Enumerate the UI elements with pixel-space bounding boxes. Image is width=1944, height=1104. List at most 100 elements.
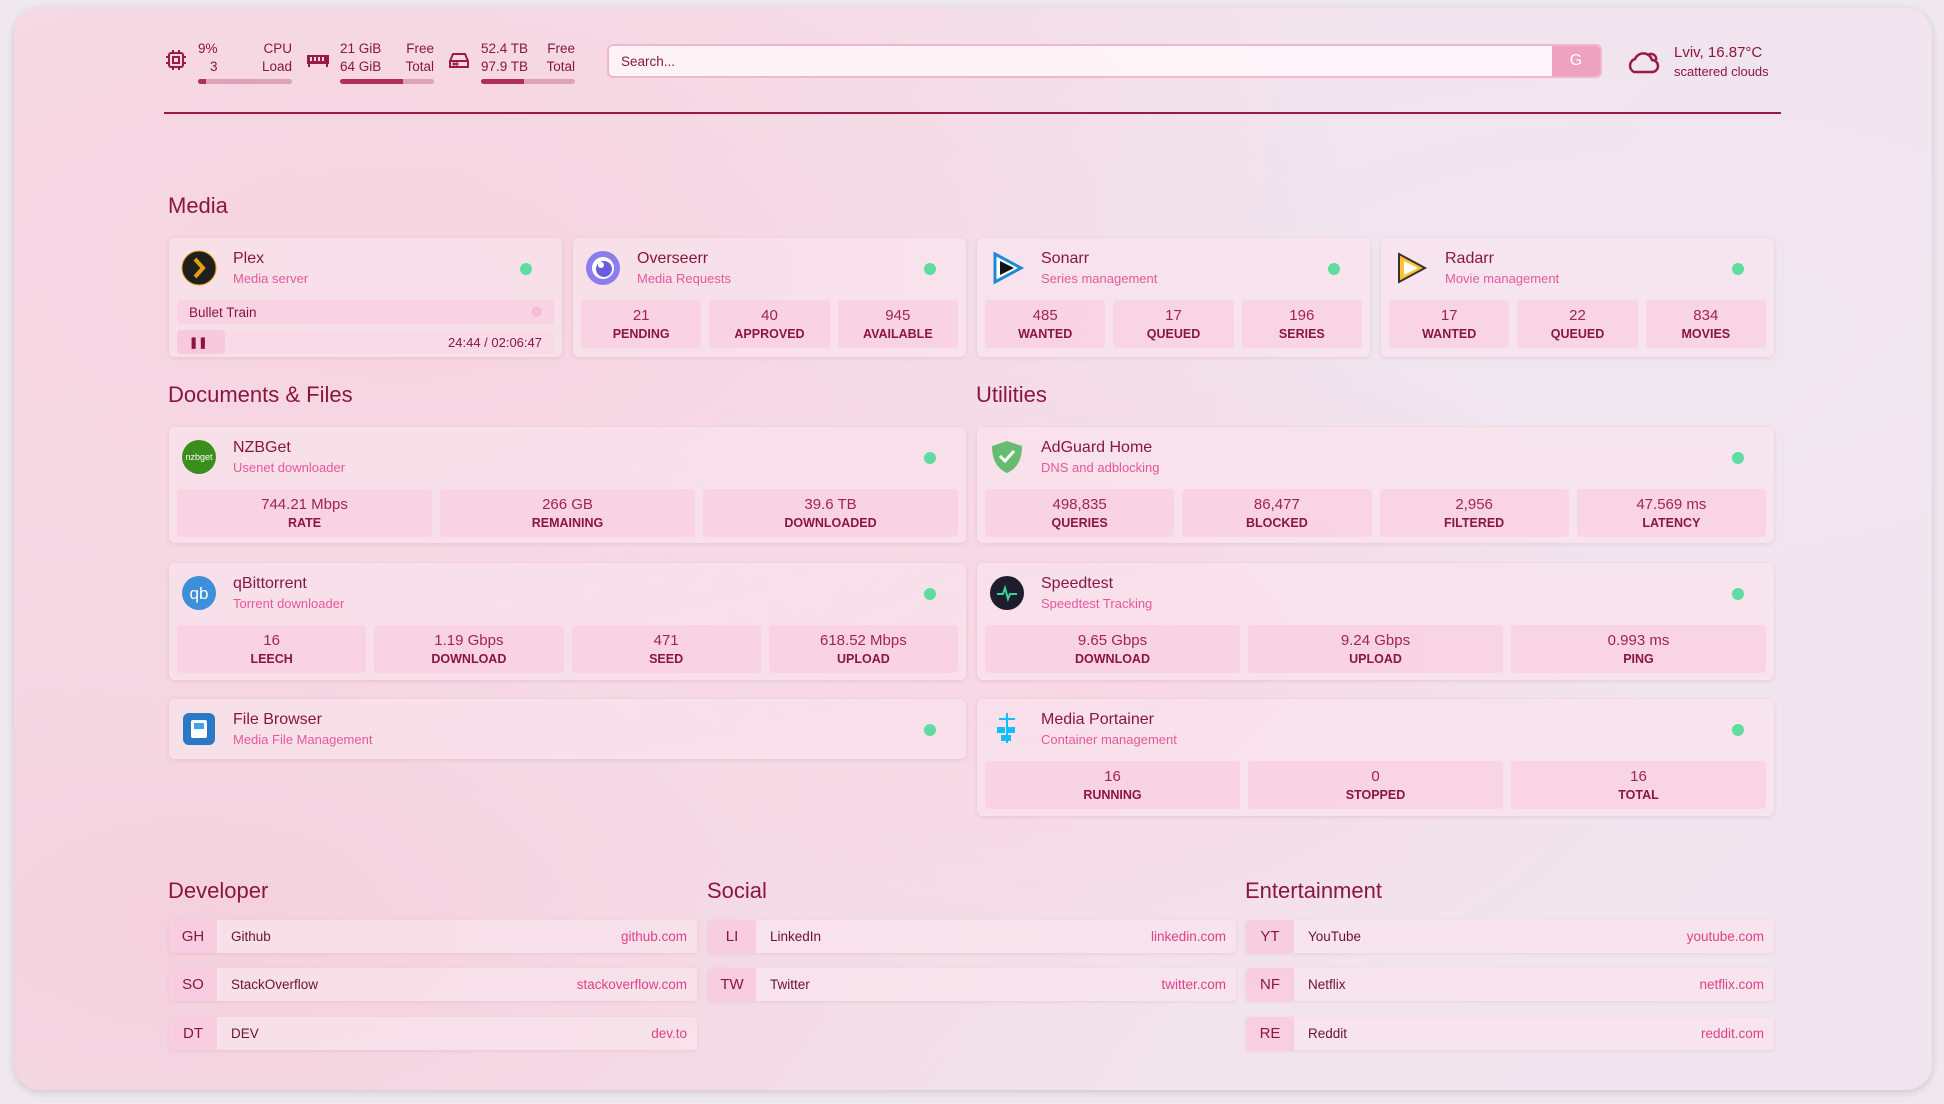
stat-block: 618.52 Mbps UPLOAD	[768, 625, 958, 673]
service-title[interactable]: Media Portainer	[1041, 711, 1154, 728]
service-title[interactable]: Radarr	[1445, 250, 1494, 267]
stat-label: WANTED	[1422, 327, 1477, 341]
disk-icon	[449, 53, 469, 68]
service-stats: 485 WANTED 17 QUEUED 196 SERIES	[985, 300, 1362, 348]
weather-widget: Lviv, 16.87°C scattered clouds	[1626, 44, 1769, 79]
stat-value: 618.52 Mbps	[820, 632, 907, 649]
stat-block: 945 AVAILABLE	[837, 300, 958, 348]
load-label: Load	[261, 59, 292, 74]
stat-label: DOWNLOAD	[1075, 652, 1150, 666]
dashboard-background	[14, 8, 1932, 1090]
stat-value: 0	[1371, 768, 1380, 785]
service-stats: 16 RUNNING 0 STOPPED 16 TOTAL	[985, 761, 1766, 809]
bookmark-youtube[interactable]: YT YouTube youtube.com	[1246, 920, 1774, 953]
service-card-speedtest[interactable]: Speedtest Speedtest Tracking 9.65 Gbps DOW…	[977, 563, 1774, 680]
bookmark-url[interactable]: twitter.com	[1161, 977, 1226, 992]
bookmark-reddit[interactable]: RE Reddit reddit.com	[1246, 1017, 1774, 1050]
section-heading-utilities: Utilities	[976, 382, 1047, 407]
memory-free: 21 GiB	[340, 41, 382, 56]
stat-value: 21	[632, 307, 650, 324]
plex-icon	[181, 250, 217, 286]
stat-value: 2,956	[1455, 496, 1493, 513]
bookmark-netflix[interactable]: NF Netflix netflix.com	[1246, 968, 1774, 1001]
stat-label: TOTAL	[1618, 788, 1659, 802]
search-input[interactable]	[609, 46, 1539, 76]
bookmark-dev[interactable]: DT DEV dev.to	[169, 1017, 697, 1050]
bookmark-github[interactable]: GH Github github.com	[169, 920, 697, 953]
stat-value: 86,477	[1253, 496, 1300, 513]
stat-label: APPROVED	[734, 327, 805, 341]
stat-value: 16	[1630, 768, 1647, 785]
bookmark-name: DEV	[231, 1026, 259, 1041]
bookmark-abbr: YT	[1246, 920, 1294, 953]
svg-text:nzbget: nzbget	[185, 452, 213, 462]
stat-block: 86,477 BLOCKED	[1182, 489, 1372, 537]
now-playing-title: Bullet Train	[189, 304, 257, 320]
bookmark-name: Reddit	[1308, 1026, 1348, 1041]
service-title[interactable]: Sonarr	[1041, 250, 1090, 267]
stat-label: QUERIES	[1051, 516, 1108, 530]
service-title[interactable]: Plex	[233, 250, 265, 267]
stat-value: 16	[1104, 768, 1121, 785]
playback-time: 24:44 / 02:06:47	[448, 334, 542, 350]
service-card-overseerr[interactable]: Overseerr Media Requests 21 PENDING 40 APPRO…	[573, 238, 966, 357]
service-subtitle: Media File Management	[233, 732, 373, 747]
stat-value: 39.6 TB	[804, 496, 857, 513]
service-card-plex[interactable]: Plex Media server Bullet Train ⊚ ❚❚ 24:44 /…	[169, 238, 562, 357]
stat-block: 16 RUNNING	[985, 761, 1240, 809]
service-card-qbittorrent[interactable]: qb qBittorrent Torrent downloader 16 LEECH…	[169, 563, 966, 680]
stat-label: SERIES	[1278, 327, 1325, 341]
bookmark-url[interactable]: linkedin.com	[1150, 929, 1226, 944]
stat-block: 39.6 TB DOWNLOADED	[703, 489, 958, 537]
service-title[interactable]: NZBGet	[233, 439, 291, 456]
stat-label: MOVIES	[1681, 327, 1731, 341]
speedtest-icon	[990, 576, 1024, 610]
stat-block: 9.65 Gbps DOWNLOAD	[985, 625, 1240, 673]
service-card-portainer[interactable]: Media Portainer Container management 16 RU…	[977, 699, 1774, 816]
search-provider-button[interactable]: G	[1552, 46, 1600, 76]
service-stats: 9.65 Gbps DOWNLOAD 9.24 Gbps UPLOAD 0.993 ms…	[985, 625, 1766, 673]
pause-button[interactable]: ❚❚	[177, 330, 225, 354]
header-divider	[164, 112, 1781, 114]
bookmark-url[interactable]: github.com	[620, 929, 687, 944]
service-subtitle: Speedtest Tracking	[1041, 596, 1153, 611]
stat-value: 196	[1289, 307, 1315, 324]
cpu-value: 9%	[198, 41, 218, 56]
service-title[interactable]: Overseerr	[637, 250, 709, 267]
stat-block: 16 LEECH	[177, 625, 367, 673]
status-dot-icon	[924, 452, 936, 464]
bookmark-twitter[interactable]: TW Twitter twitter.com	[708, 968, 1236, 1001]
cpu-cores: 3	[210, 59, 218, 74]
service-card-nzbget[interactable]: nzbget NZBGet Usenet downloader 744.21 Mb…	[169, 427, 966, 543]
service-card-filebrowser[interactable]: File Browser Media File Management	[169, 699, 966, 759]
stat-block: 485 WANTED	[985, 300, 1106, 348]
section-heading-social: Social	[707, 878, 767, 903]
stat-label: LATENCY	[1642, 516, 1701, 530]
stat-value: 17	[1440, 307, 1458, 324]
stat-value: 485	[1032, 307, 1058, 324]
bookmark-url[interactable]: netflix.com	[1699, 977, 1764, 992]
bookmark-url[interactable]: youtube.com	[1686, 929, 1764, 944]
service-card-radarr[interactable]: Radarr Movie management 17 WANTED 22 QUEUED 8…	[1381, 238, 1774, 357]
stat-value: 471	[653, 632, 679, 649]
section-heading-developer: Developer	[168, 878, 269, 903]
bookmark-stackoverflow[interactable]: SO StackOverflow stackoverflow.com	[169, 968, 697, 1001]
bookmark-linkedin[interactable]: LI LinkedIn linkedin.com	[708, 920, 1236, 953]
service-card-sonarr[interactable]: Sonarr Series management 485 WANTED 17 QUEUE…	[977, 238, 1370, 357]
service-title[interactable]: AdGuard Home	[1041, 439, 1153, 456]
stat-value: 17	[1165, 307, 1182, 324]
overseerr-icon	[586, 251, 620, 285]
bookmark-abbr: GH	[169, 920, 217, 953]
search-box: G	[607, 44, 1602, 78]
bookmark-url[interactable]: stackoverflow.com	[576, 977, 687, 992]
service-title[interactable]: qBittorrent	[233, 575, 307, 592]
service-title[interactable]: File Browser	[233, 711, 322, 728]
service-card-adguard[interactable]: AdGuard Home DNS and adblocking 498,835 QU…	[977, 427, 1774, 543]
bookmark-url[interactable]: reddit.com	[1700, 1026, 1764, 1041]
portainer-icon	[997, 713, 1015, 743]
disk-total: 97.9 TB	[481, 59, 529, 74]
bookmark-url[interactable]: dev.to	[651, 1026, 687, 1041]
stat-block: 17 QUEUED	[1113, 300, 1234, 348]
service-title[interactable]: Speedtest	[1041, 575, 1114, 592]
stat-label: SEED	[649, 652, 684, 666]
